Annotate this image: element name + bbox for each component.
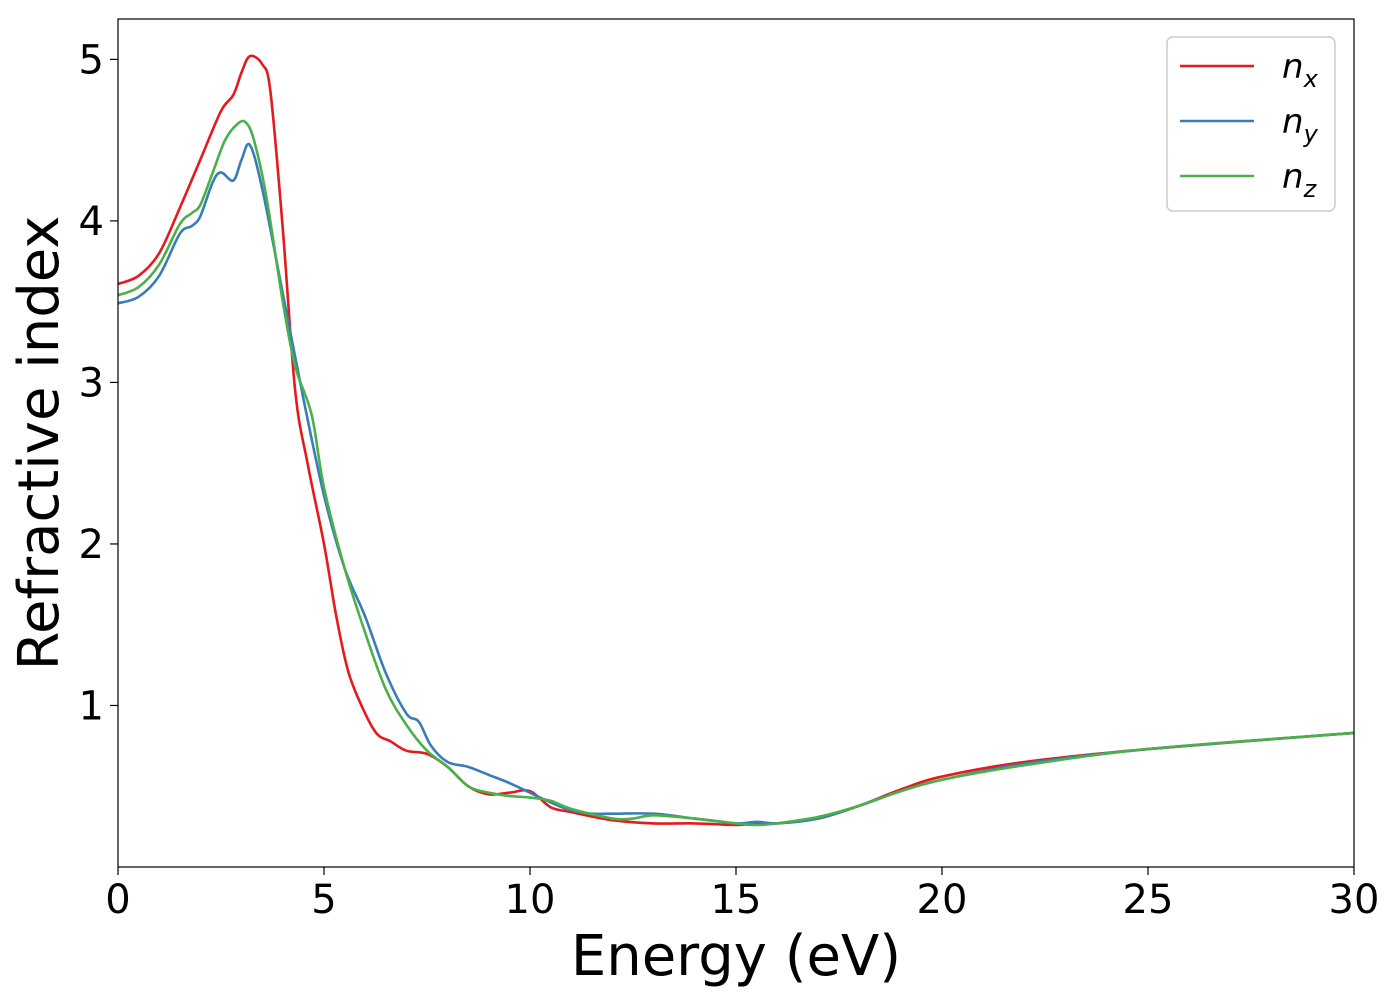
y-tick-label: 5 xyxy=(79,37,104,83)
legend-label-y: ny xyxy=(1282,102,1319,148)
legend: nx ny nz xyxy=(1166,36,1336,212)
x-tick-label: 25 xyxy=(1123,877,1174,923)
x-tick-label: 20 xyxy=(917,877,968,923)
series-line-y xyxy=(117,142,1355,825)
plot-area xyxy=(118,19,1354,867)
x-tick-label: 30 xyxy=(1329,877,1380,923)
legend-label-z: nz xyxy=(1282,157,1318,203)
y-tick-label: 2 xyxy=(79,522,104,568)
legend-label-x: nx xyxy=(1282,47,1319,93)
x-axis: 0 5 10 15 20 25 30 xyxy=(105,867,1379,923)
y-axis: 1 2 3 4 5 xyxy=(79,37,118,729)
x-axis-label: Energy (eV) xyxy=(571,924,901,989)
y-tick-label: 1 xyxy=(79,683,104,729)
x-tick-label: 10 xyxy=(505,877,556,923)
x-tick-label: 0 xyxy=(105,877,130,923)
x-tick-label: 5 xyxy=(311,877,336,923)
y-tick-label: 4 xyxy=(79,199,104,245)
y-tick-label: 3 xyxy=(79,360,104,406)
x-tick-label: 15 xyxy=(711,877,762,923)
legend-box xyxy=(1166,36,1336,212)
y-axis-label: Refractive index xyxy=(7,216,72,671)
series-layer xyxy=(117,54,1355,827)
series-line-z xyxy=(117,119,1355,827)
